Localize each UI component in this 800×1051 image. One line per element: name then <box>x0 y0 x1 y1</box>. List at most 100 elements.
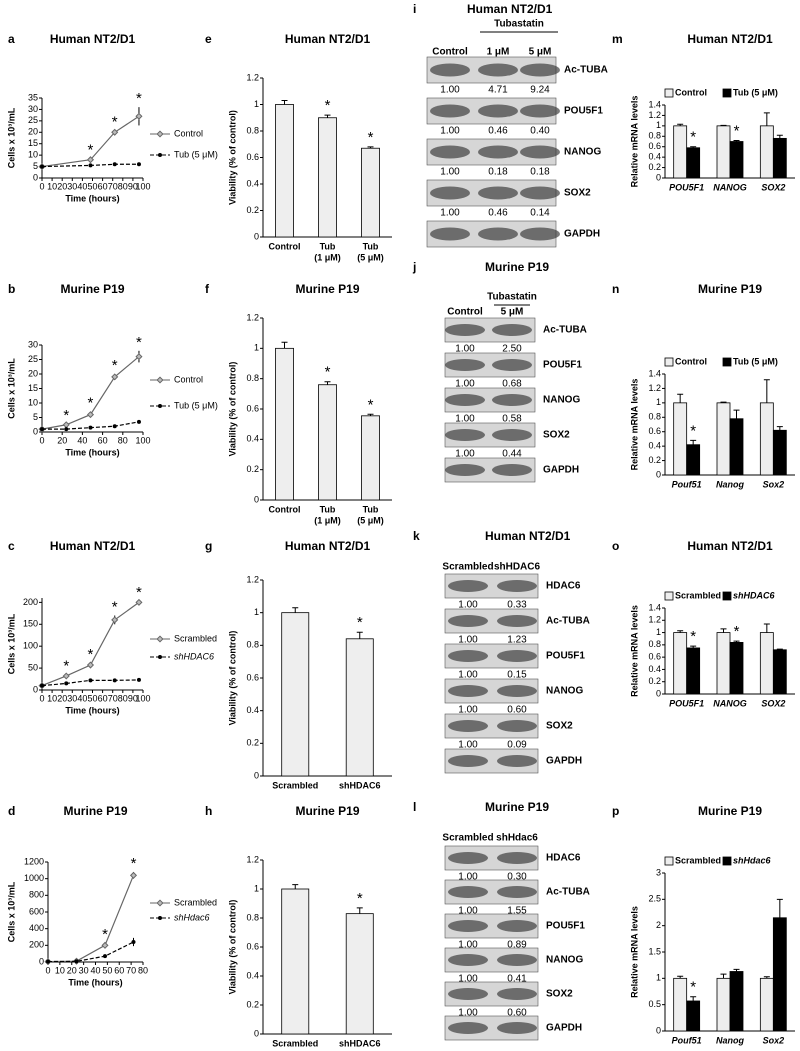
lane-label: Scrambled <box>442 562 493 573</box>
point <box>135 353 143 361</box>
y-tick-label: 0.6 <box>648 426 661 436</box>
blot-band <box>448 988 488 1000</box>
legend-swatch <box>664 856 674 866</box>
y-tick-label: 150 <box>23 619 38 629</box>
error-bar <box>677 123 684 126</box>
error-bar <box>763 379 770 403</box>
y-axis-label: Cells x 10³/mL <box>6 881 16 942</box>
y-tick-label: 0.8 <box>648 131 661 141</box>
blot-band <box>478 186 518 200</box>
y-tick-label: 0.8 <box>648 639 661 649</box>
blot-title: Human NT2/D1 <box>467 2 553 16</box>
blot-band <box>448 685 488 697</box>
blot-quant: 1.00 <box>455 379 475 390</box>
significance-star: * <box>734 623 740 640</box>
y-tick-label: 1.2 <box>246 854 259 864</box>
panel-letter: i <box>413 2 416 16</box>
point <box>88 678 93 683</box>
bar <box>772 137 787 179</box>
bar <box>275 104 294 238</box>
blot-title: Murine P19 <box>485 260 549 274</box>
point <box>86 156 95 164</box>
blot-band <box>497 755 537 767</box>
blot-band <box>497 852 537 864</box>
y-tick-label: 200 <box>29 940 44 950</box>
y-tick-label: 1.2 <box>246 574 259 584</box>
point <box>158 916 162 920</box>
point <box>111 616 119 624</box>
bar <box>345 638 374 777</box>
point <box>88 163 93 168</box>
y-tick-label: 0.6 <box>648 141 661 151</box>
blot-quant: 1.55 <box>507 906 527 917</box>
error-bar <box>733 968 740 972</box>
panel-letter: g <box>205 539 212 553</box>
x-tick-label: shHDAC6 <box>339 780 381 790</box>
bar <box>673 632 688 695</box>
blot-quant: 1.00 <box>458 1008 478 1019</box>
y-axis-label: Viability (% of control) <box>227 900 237 995</box>
significance-star: * <box>368 129 374 146</box>
x-tick-label: 80 <box>138 965 148 975</box>
blot-quant: 4.71 <box>488 85 508 96</box>
y-tick-label: 200 <box>23 597 38 607</box>
blot-row-label: Ac-TUBA <box>546 887 590 898</box>
blot-quant: 1.00 <box>440 167 460 178</box>
y-tick-label: 1.4 <box>648 602 661 612</box>
point <box>156 130 164 138</box>
error-bar <box>776 426 783 431</box>
x-tick-label: Tub <box>320 241 336 251</box>
y-tick-label: 0 <box>254 494 259 504</box>
x-tick-label: 70 <box>126 965 136 975</box>
y-tick-label: 400 <box>29 923 44 933</box>
y-tick-label: 20 <box>28 127 38 137</box>
x-tick-label: (5 μM) <box>357 252 384 262</box>
x-tick-label: Scrambled <box>272 1038 318 1048</box>
blot-band <box>445 394 485 406</box>
blot-row-label: POU5F1 <box>543 360 582 371</box>
legend-swatch <box>664 88 674 98</box>
x-tick-label: Tub <box>363 241 379 251</box>
legend-swatch <box>722 591 732 601</box>
point <box>88 425 93 430</box>
x-axis-label: Time (hours) <box>65 193 119 203</box>
y-tick-label: 0.4 <box>246 178 259 188</box>
error-bar <box>763 112 770 126</box>
legend-label: Control <box>675 356 707 366</box>
y-axis-label: Cells x 10³/mL <box>6 613 16 674</box>
panel-letter: o <box>612 539 619 553</box>
x-tick-label: POU5F1 <box>669 182 704 192</box>
blot-quant: 0.46 <box>488 126 508 137</box>
blot-band <box>448 755 488 767</box>
y-tick-label: 0 <box>33 684 38 694</box>
y-tick-label: 0.4 <box>246 970 259 980</box>
blot-band <box>497 720 537 732</box>
point <box>129 871 138 879</box>
error-bar <box>733 139 740 142</box>
x-tick-label: 10 <box>47 693 57 703</box>
blot-band <box>478 227 518 241</box>
panel-letter: f <box>205 282 210 296</box>
point <box>156 635 164 643</box>
blot-quant: 0.14 <box>530 208 550 219</box>
y-tick-label: 1 <box>254 883 259 893</box>
error-bar <box>367 146 374 149</box>
blot-quant: 1.00 <box>458 940 478 951</box>
y-tick-label: 0 <box>254 1028 259 1038</box>
bar <box>281 612 310 777</box>
y-tick-label: 5 <box>33 161 38 171</box>
chart-title: Murine P19 <box>698 282 762 296</box>
legend-swatch <box>722 856 732 866</box>
chart-title: Murine P19 <box>295 804 359 818</box>
bar <box>686 1000 701 1032</box>
error-bar <box>763 976 770 979</box>
y-tick-label: 1 <box>656 973 661 983</box>
blot-row-label: NANOG <box>564 147 601 158</box>
blot-row-label: NANOG <box>546 686 583 697</box>
y-tick-label: 0 <box>656 1025 661 1035</box>
legend-label: Tub (5 μM) <box>733 356 778 366</box>
blot-band <box>448 852 488 864</box>
lane-label: 5 μM <box>529 47 552 58</box>
legend-label: Control <box>174 374 203 384</box>
significance-star: * <box>88 646 94 663</box>
